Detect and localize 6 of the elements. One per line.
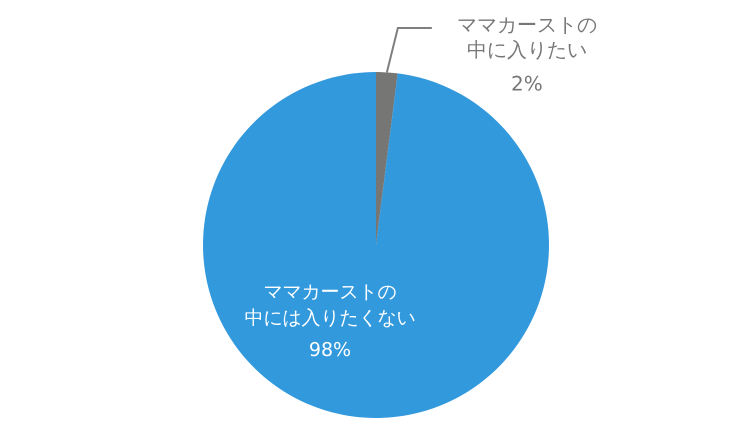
slice-label: ママカーストの中には入りたくない [244, 281, 416, 330]
pie-slice [376, 72, 398, 245]
legend-label: ママカーストの中に入りたい [456, 12, 597, 62]
data-label: 2% [510, 71, 543, 96]
pie-slice [203, 72, 549, 418]
data-label: 98% [308, 339, 352, 362]
